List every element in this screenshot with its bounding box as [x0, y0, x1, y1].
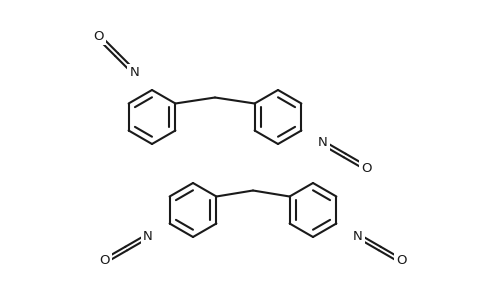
Text: O: O [94, 30, 104, 44]
Text: O: O [361, 162, 372, 174]
Text: N: N [143, 229, 153, 243]
Text: N: N [130, 66, 139, 79]
Text: O: O [396, 255, 407, 268]
Text: N: N [318, 137, 328, 150]
Text: N: N [353, 229, 363, 243]
Text: O: O [99, 255, 110, 268]
